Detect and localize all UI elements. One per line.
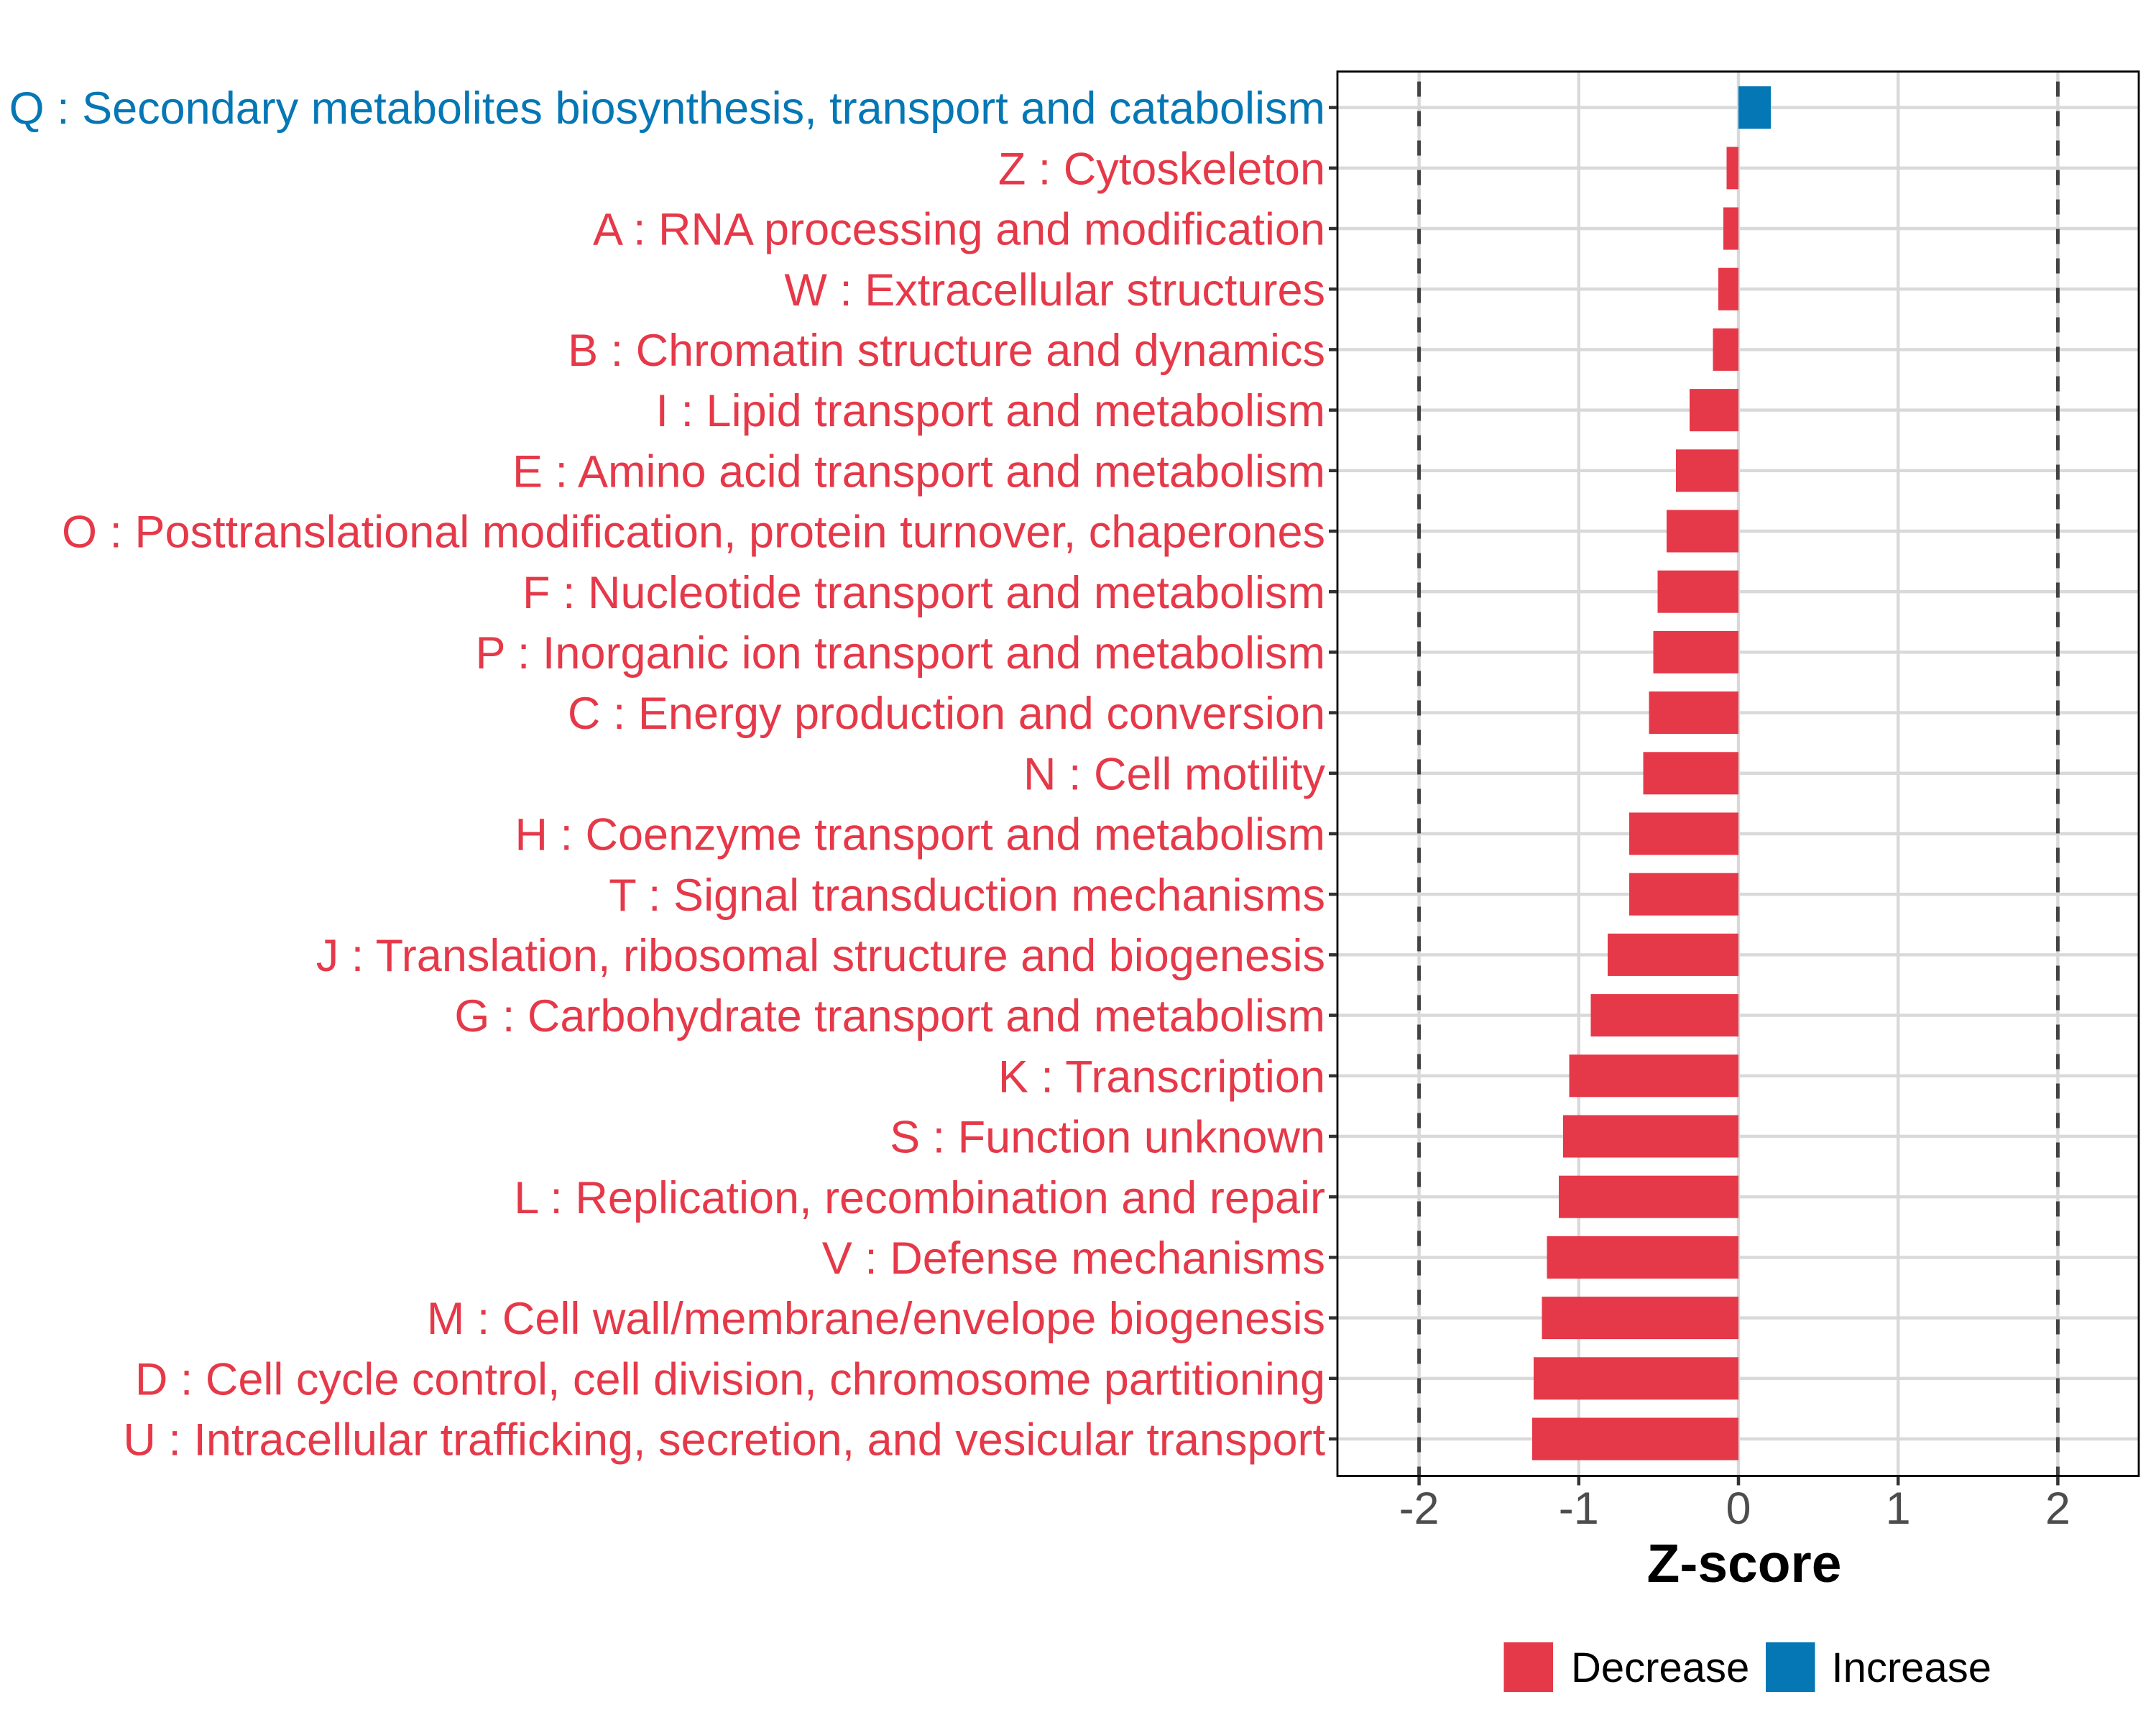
- svg-text:J : Translation, ribosomal str: J : Translation, ribosomal structure and…: [316, 931, 1325, 981]
- svg-text:1: 1: [1886, 1484, 1911, 1534]
- svg-text:Increase: Increase: [1832, 1644, 1991, 1691]
- svg-text:U : Intracellular trafficking,: U : Intracellular trafficking, secretion…: [123, 1415, 1325, 1466]
- svg-text:-1: -1: [1559, 1484, 1599, 1534]
- svg-text:A : RNA processing and modific: A : RNA processing and modification: [593, 205, 1325, 255]
- svg-text:V : Defense mechanisms: V : Defense mechanisms: [822, 1233, 1325, 1284]
- svg-text:B : Chromatin structure and dy: B : Chromatin structure and dynamics: [568, 326, 1325, 376]
- svg-text:N : Cell motility: N : Cell motility: [1023, 749, 1326, 799]
- svg-text:H : Coenzyme transport and met: H : Coenzyme transport and metabolism: [515, 810, 1325, 860]
- svg-text:G : Carbohydrate transport and: G : Carbohydrate transport and metabolis…: [454, 991, 1325, 1041]
- svg-text:T : Signal transduction mechan: T : Signal transduction mechanisms: [609, 870, 1325, 921]
- svg-text:E : Amino acid transport and m: E : Amino acid transport and metabolism: [512, 446, 1325, 497]
- svg-text:K : Transcription: K : Transcription: [998, 1052, 1325, 1102]
- svg-text:C : Energy production and conv: C : Energy production and conversion: [568, 689, 1325, 739]
- svg-text:0: 0: [1726, 1484, 1751, 1534]
- svg-text:L : Replication, recombination: L : Replication, recombination and repai…: [514, 1173, 1325, 1223]
- svg-text:P : Inorganic ion transport an: P : Inorganic ion transport and metaboli…: [476, 628, 1325, 678]
- svg-text:O : Posttranslational modifica: O : Posttranslational modification, prot…: [62, 507, 1325, 558]
- svg-text:2: 2: [2045, 1484, 2070, 1534]
- svg-text:Z : Cytoskeleton: Z : Cytoskeleton: [998, 144, 1325, 194]
- svg-text:M : Cell wall/membrane/envelop: M : Cell wall/membrane/envelope biogenes…: [427, 1294, 1325, 1344]
- svg-text:S : Function unknown: S : Function unknown: [890, 1113, 1325, 1163]
- svg-text:Decrease: Decrease: [1571, 1644, 1749, 1691]
- svg-text:Q : Secondary metabolites bios: Q : Secondary metabolites biosynthesis, …: [9, 83, 1325, 134]
- svg-text:W : Extracellular structures: W : Extracellular structures: [784, 265, 1325, 316]
- svg-text:D : Cell cycle control, cell d: D : Cell cycle control, cell division, c…: [135, 1354, 1325, 1404]
- svg-text:F : Nucleotide transport and m: F : Nucleotide transport and metabolism: [522, 568, 1325, 618]
- svg-text:Z-score: Z-score: [1647, 1533, 1842, 1593]
- svg-text:-2: -2: [1399, 1484, 1439, 1534]
- svg-text:I : Lipid transport and metabo: I : Lipid transport and metabolism: [656, 386, 1325, 436]
